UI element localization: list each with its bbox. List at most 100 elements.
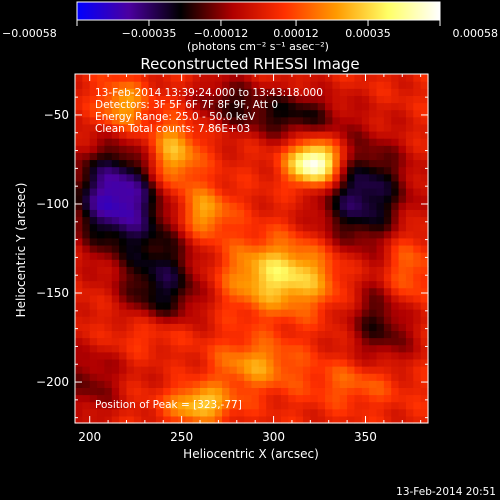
heatmap-cell — [398, 280, 407, 289]
heatmap-cell — [251, 330, 260, 339]
heatmap-cell — [280, 323, 289, 332]
heatmap-cell — [111, 202, 120, 210]
heatmap-cell — [266, 415, 275, 424]
heatmap-cell — [273, 415, 282, 424]
heatmap-cell — [177, 316, 186, 324]
heatmap-cell — [251, 294, 260, 303]
heatmap-cell — [170, 273, 179, 282]
heatmap-cell — [361, 187, 370, 196]
heatmap-cell — [266, 301, 275, 310]
heatmap-cell — [280, 109, 289, 118]
heatmap-cell — [119, 294, 128, 303]
heatmap-cell — [111, 380, 120, 388]
heatmap-cell — [369, 145, 378, 153]
heatmap-cell — [236, 88, 245, 96]
heatmap-cell — [339, 259, 348, 267]
heatmap-cell — [251, 195, 260, 203]
heatmap-cell — [207, 408, 216, 417]
heatmap-cell — [398, 237, 407, 246]
heatmap-cell — [89, 102, 98, 111]
heatmap-cell — [339, 109, 348, 118]
heatmap-cell — [82, 88, 91, 96]
heatmap-cell — [339, 408, 348, 417]
heatmap-cell — [200, 216, 208, 225]
heatmap-cell — [75, 81, 83, 89]
heatmap-cell — [376, 351, 385, 360]
heatmap-cell — [347, 102, 356, 111]
heatmap-cell — [405, 401, 414, 410]
heatmap-cell — [317, 394, 326, 403]
heatmap-cell — [405, 202, 414, 210]
heatmap-cell — [148, 88, 157, 96]
heatmap-cell — [376, 109, 385, 118]
heatmap-cell — [163, 273, 172, 282]
heatmap-cell — [413, 123, 422, 132]
heatmap-cell — [170, 230, 179, 239]
heatmap-cell — [347, 366, 356, 374]
heatmap-cell — [148, 230, 157, 239]
heatmap-cell — [133, 316, 142, 324]
heatmap-cell — [280, 252, 289, 260]
heatmap-cell — [354, 138, 363, 146]
heatmap-cell — [185, 95, 194, 104]
heatmap-cell — [104, 209, 113, 218]
heatmap-cell — [214, 408, 223, 417]
heatmap-cell — [111, 123, 120, 132]
heatmap-cell — [266, 173, 275, 182]
heatmap-cell — [339, 244, 348, 253]
heatmap-cell — [391, 187, 400, 196]
heatmap-cell — [369, 195, 378, 203]
heatmap-cell — [82, 415, 91, 424]
heatmap-cell — [354, 102, 363, 111]
heatmap-cell — [89, 337, 98, 346]
heatmap-cell — [119, 145, 128, 153]
heatmap-cell — [347, 202, 356, 210]
heatmap-cell — [244, 102, 253, 111]
heatmap-cell — [354, 223, 363, 232]
heatmap-cell — [214, 202, 223, 210]
heatmap-cell — [325, 202, 333, 210]
heatmap-cell — [251, 344, 260, 353]
heatmap-cell — [251, 287, 260, 296]
heatmap-cell — [280, 88, 289, 96]
heatmap-cell — [82, 216, 91, 225]
heatmap-cell — [200, 109, 208, 118]
heatmap-cell — [398, 387, 407, 396]
heatmap-cell — [200, 287, 208, 296]
heatmap-cell — [163, 95, 172, 104]
heatmap-cell — [347, 358, 356, 367]
heatmap-cell — [126, 309, 135, 317]
heatmap-cell — [295, 266, 304, 275]
colorbar-gradient — [76, 1, 441, 21]
heatmap-cell — [141, 209, 150, 218]
heatmap-cell — [420, 330, 429, 339]
heatmap-cell — [141, 180, 150, 189]
heatmap-cell — [75, 301, 83, 310]
heatmap-cell — [398, 366, 407, 374]
heatmap-cell — [104, 202, 113, 210]
heatmap-cell — [332, 380, 341, 388]
heatmap-cell — [280, 259, 289, 267]
heatmap-cell — [420, 387, 429, 396]
heatmap-cell — [170, 394, 179, 403]
heatmap-cell — [251, 230, 260, 239]
heatmap-cell — [222, 273, 231, 282]
heatmap-cell — [251, 358, 260, 367]
heatmap-cell — [177, 202, 186, 210]
heatmap-cell — [185, 401, 194, 410]
heatmap-cell — [75, 209, 83, 218]
heatmap-cell — [207, 330, 216, 339]
heatmap-cell — [347, 95, 356, 104]
heatmap-cell — [376, 380, 385, 388]
heatmap-cell — [391, 152, 400, 161]
heatmap-cell — [133, 237, 142, 246]
heatmap-cell — [126, 287, 135, 296]
heatmap-cell — [295, 152, 304, 161]
heatmap-cell — [89, 152, 98, 161]
heatmap-cell — [361, 116, 370, 125]
heatmap-cell — [310, 152, 319, 161]
heatmap-cell — [236, 173, 245, 182]
heatmap-cell — [89, 130, 98, 139]
heatmap-cell — [236, 152, 245, 161]
heatmap-cell — [236, 223, 245, 232]
